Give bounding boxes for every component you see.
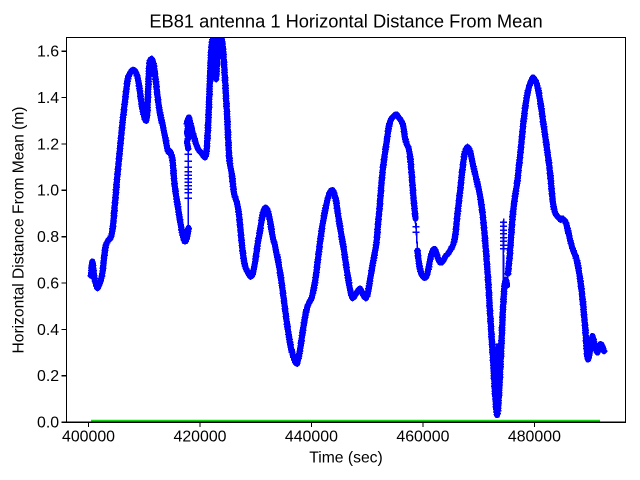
svg-text:400000: 400000 bbox=[62, 429, 115, 446]
svg-text:0.6: 0.6 bbox=[37, 276, 59, 293]
svg-text:1.4: 1.4 bbox=[37, 90, 59, 107]
svg-text:420000: 420000 bbox=[173, 429, 226, 446]
svg-text:1.0: 1.0 bbox=[37, 183, 59, 200]
svg-text:Horizontal Distance From Mean: Horizontal Distance From Mean (m) bbox=[11, 107, 28, 354]
svg-text:0.2: 0.2 bbox=[37, 368, 59, 385]
svg-text:Time (sec): Time (sec) bbox=[309, 450, 383, 467]
svg-text:1.6: 1.6 bbox=[37, 44, 59, 61]
svg-text:0.4: 0.4 bbox=[37, 322, 59, 339]
svg-text:480000: 480000 bbox=[508, 429, 561, 446]
svg-text:0.0: 0.0 bbox=[37, 415, 59, 432]
svg-text:0.8: 0.8 bbox=[37, 229, 59, 246]
svg-text:440000: 440000 bbox=[285, 429, 338, 446]
svg-text:1.2: 1.2 bbox=[37, 136, 59, 153]
svg-text:EB81 antenna 1 Horizontal Dist: EB81 antenna 1 Horizontal Distance From … bbox=[149, 11, 542, 32]
svg-text:460000: 460000 bbox=[396, 429, 449, 446]
